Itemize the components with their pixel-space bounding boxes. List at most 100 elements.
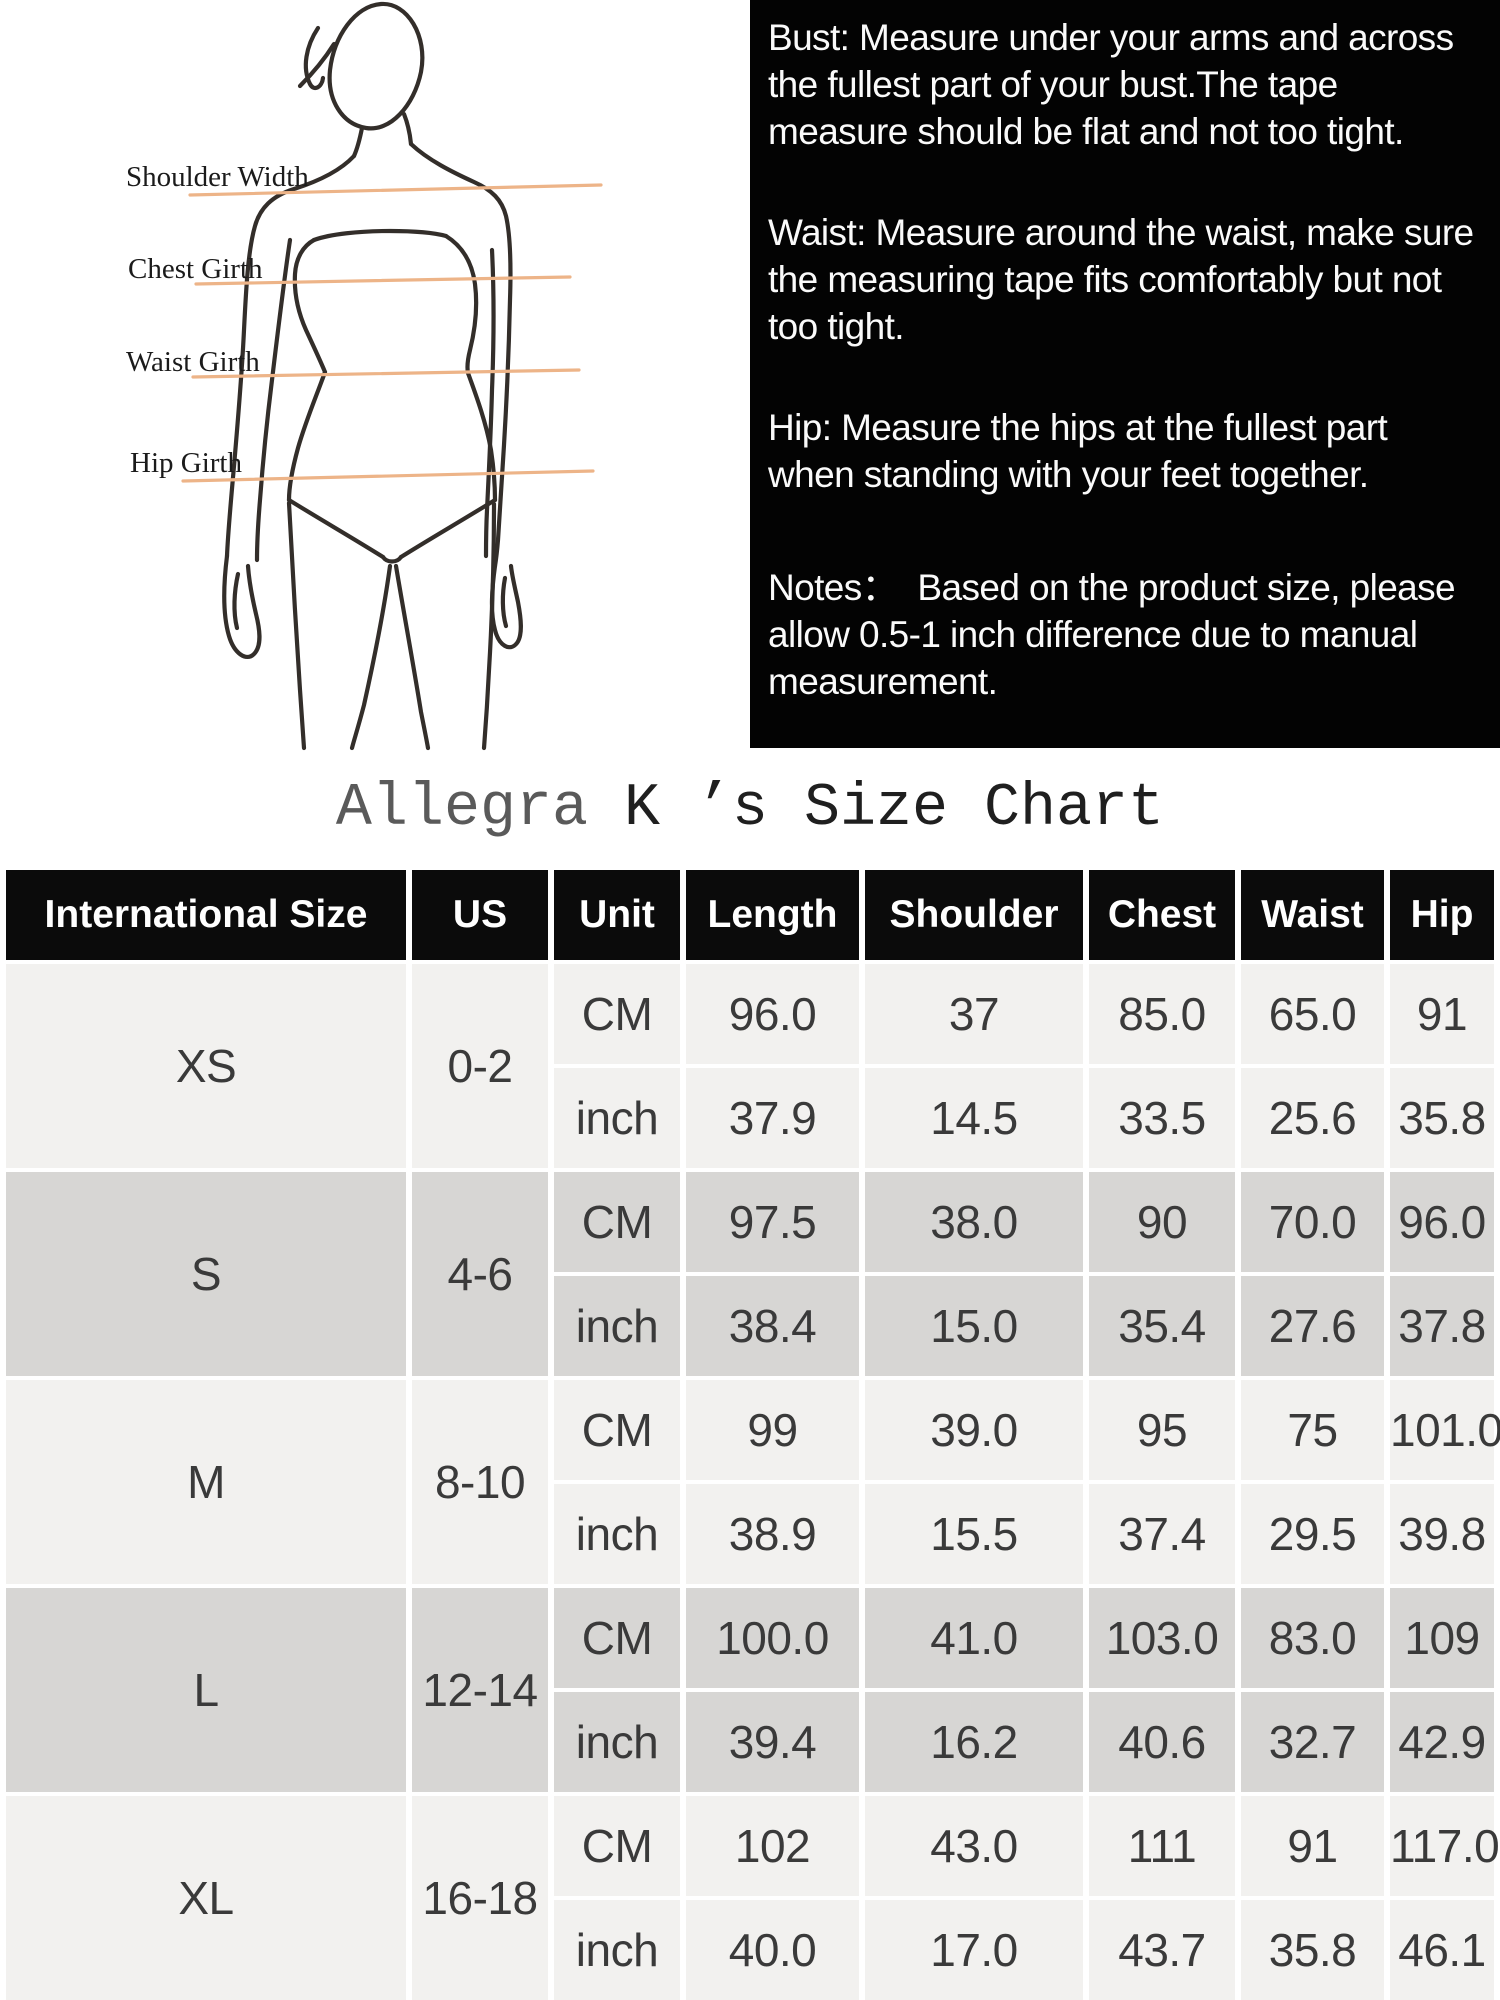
value-cell: 35.8 — [1241, 1900, 1384, 2000]
us-size-s: 4-6 — [412, 1172, 548, 1376]
unit-label-inch: inch — [554, 1068, 680, 1168]
value-cell: 91 — [1390, 964, 1494, 1064]
us-size-l: 12-14 — [412, 1588, 548, 1792]
right-finger-line — [500, 575, 509, 629]
left-finger-line — [232, 571, 241, 631]
table-row: XL 16-18 CM 102 43.0 111 91 117.0 — [6, 1796, 1500, 2000]
waist-measure-line — [191, 368, 581, 379]
left-shoulder-arm-outer — [224, 153, 357, 559]
leg-left-outer — [286, 500, 307, 751]
header-hip: Hip — [1390, 870, 1494, 960]
header-unit: Unit — [554, 870, 680, 960]
hip-girth-label: Hip Girth — [130, 447, 242, 479]
left-hand — [222, 553, 262, 660]
bikini-line-right — [398, 497, 498, 560]
value-cell: 102 — [686, 1796, 859, 1896]
bust-side-left — [292, 237, 328, 375]
value-cell: 33.5 — [1089, 1068, 1235, 1168]
header-chest: Chest — [1089, 870, 1235, 960]
size-chart-table: International Size US Unit Length Should… — [0, 866, 1500, 2000]
head-outline — [327, 1, 425, 131]
value-cell: 35.8 — [1390, 1068, 1494, 1168]
value-cell: 17.0 — [865, 1900, 1083, 2000]
unit-label-inch: inch — [554, 1692, 680, 1792]
bust-instruction: Bust: Measure under your arms and across… — [768, 17, 1454, 152]
unit-label-inch: inch — [554, 1484, 680, 1584]
hip-instruction: Hip: Measure the hips at the fullest par… — [768, 407, 1388, 495]
bust-side-right — [443, 233, 479, 376]
value-cell: 39.8 — [1390, 1484, 1494, 1584]
value-cell: 16.2 — [865, 1692, 1083, 1792]
unit-label-inch: inch — [554, 1900, 680, 2000]
value-cell: 38.0 — [865, 1172, 1083, 1272]
bust-top-line — [311, 228, 449, 243]
value-cell: 35.4 — [1089, 1276, 1235, 1376]
table-row: M 8-10 CM 99 39.0 95 75 101.0 — [6, 1380, 1500, 1584]
value-cell: 46.1 — [1390, 1900, 1494, 2000]
value-cell: 43.7 — [1089, 1900, 1235, 2000]
waist-instruction: Waist: Measure around the waist, make su… — [768, 212, 1474, 347]
right-shoulder-arm-outer — [408, 141, 513, 569]
hip-measure-line — [181, 469, 595, 483]
value-cell: 15.5 — [865, 1484, 1083, 1584]
table-row: inch 38.4 15.0 35.4 27.6 37.8 — [6, 1276, 1494, 1376]
value-cell: 100.0 — [686, 1588, 859, 1688]
value-cell: 38.4 — [686, 1276, 859, 1376]
waist-girth-label: Waist Girth — [126, 346, 260, 378]
page-title: Allegra K ’s Size Chart — [0, 766, 1500, 852]
value-cell: 83.0 — [1241, 1588, 1384, 1688]
value-cell: 99 — [686, 1380, 859, 1480]
value-cell: 101.0 — [1390, 1380, 1500, 1480]
value-cell: 38.9 — [686, 1484, 859, 1584]
table-header-row: International Size US Unit Length Should… — [6, 870, 1494, 960]
value-cell: 96.0 — [686, 964, 859, 1064]
size-label-xs: XS — [6, 964, 406, 1168]
value-cell: 37 — [865, 964, 1083, 1064]
value-cell: 29.5 — [1241, 1484, 1384, 1584]
size-label-l: L — [6, 1588, 406, 1792]
unit-label-cm: CM — [554, 1172, 680, 1272]
table-row: S 4-6 CM 97.5 38.0 90 70.0 96.0 — [6, 1172, 1494, 1376]
title-rest: K ’s Size Chart — [587, 775, 1165, 843]
bikini-v — [380, 554, 404, 564]
left-arm-inner — [254, 237, 293, 563]
value-cell: 37.4 — [1089, 1484, 1235, 1584]
header-length: Length — [686, 870, 859, 960]
chest-girth-label: Chest Girth — [128, 253, 263, 285]
hair-strand — [303, 25, 326, 91]
value-cell: 117.0 — [1390, 1796, 1500, 1896]
torso-side-right — [465, 370, 498, 503]
shoulder-width-label: Shoulder Width — [126, 161, 309, 193]
leg-right-outer — [481, 501, 497, 751]
value-cell: 15.0 — [865, 1276, 1083, 1376]
female-figure-illustration: Shoulder Width Chest Girth Waist Girth H… — [126, 1, 603, 751]
torso-side-left — [286, 369, 328, 503]
header-international-size: International Size — [6, 870, 406, 960]
value-cell: 65.0 — [1241, 964, 1384, 1064]
value-cell: 43.0 — [865, 1796, 1083, 1896]
value-cell: 40.0 — [686, 1900, 859, 2000]
value-cell: 37.9 — [686, 1068, 859, 1168]
unit-label-cm: CM — [554, 1796, 680, 1896]
hair-flick — [297, 41, 337, 89]
shoulder-measure-line — [188, 183, 603, 197]
us-size-xl: 16-18 — [412, 1796, 548, 2000]
table-row: inch 37.9 14.5 33.5 25.6 35.8 — [6, 1068, 1494, 1168]
value-cell: 90 — [1089, 1172, 1235, 1272]
value-cell: 109 — [1390, 1588, 1494, 1688]
us-size-xs: 0-2 — [412, 964, 548, 1168]
value-cell: 75 — [1241, 1380, 1384, 1480]
value-cell: 32.7 — [1241, 1692, 1384, 1792]
value-cell: 91 — [1241, 1796, 1384, 1896]
value-cell: 37.8 — [1390, 1276, 1494, 1376]
neck-line-right — [401, 111, 414, 147]
us-size-m: 8-10 — [412, 1380, 548, 1584]
value-cell: 97.5 — [686, 1172, 859, 1272]
value-cell: 103.0 — [1089, 1588, 1235, 1688]
right-arm-inner — [483, 247, 496, 559]
value-cell: 42.9 — [1390, 1692, 1494, 1792]
chest-measure-line — [194, 275, 572, 286]
size-label-s: S — [6, 1172, 406, 1376]
measuring-instructions-panel: Bust: Measure under your arms and across… — [750, 0, 1500, 748]
